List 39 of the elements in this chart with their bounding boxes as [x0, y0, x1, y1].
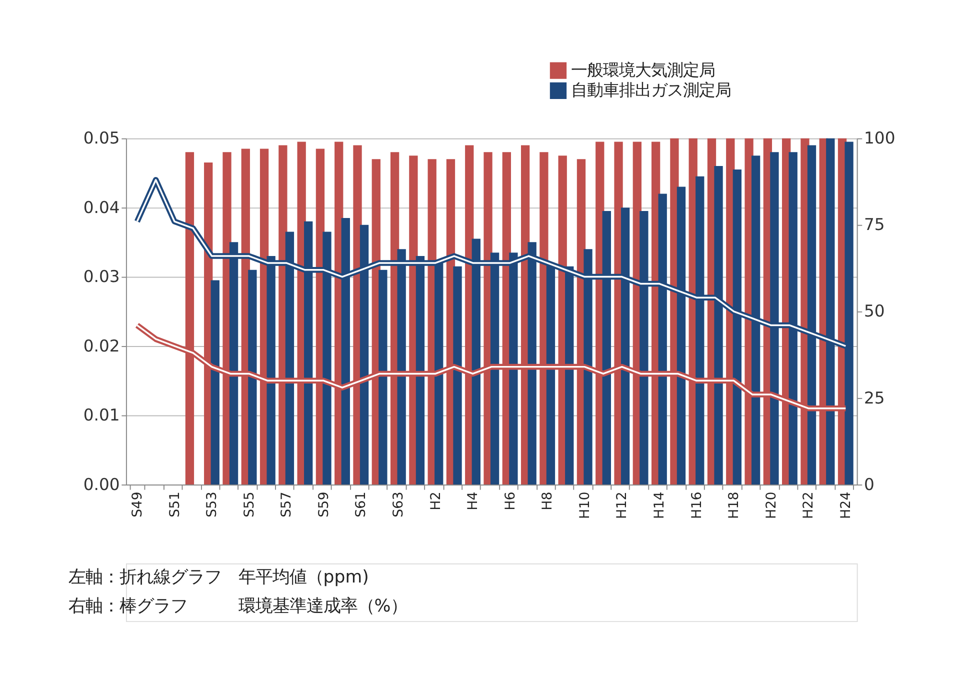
x-tick-label: H8 — [540, 492, 556, 510]
y-tick-label: 0.05 — [83, 128, 120, 148]
x-tick-label: S51 — [168, 492, 183, 518]
x-tick-label: H16 — [690, 492, 705, 519]
bar — [248, 270, 257, 485]
bar — [453, 266, 462, 485]
legend-label: 一般環境大気測定局 — [571, 60, 716, 80]
y-tick-label: 0.03 — [83, 267, 120, 286]
legend-label: 自動車排出ガス測定局 — [571, 80, 732, 100]
x-tick-label: S63 — [392, 492, 407, 518]
text: 左軸：折れ線グラフ 年平均値（ppm) — [68, 568, 369, 588]
x-tick-label: H12 — [615, 492, 630, 519]
x-tick-label: H2 — [428, 492, 444, 510]
y-tick-label: 0.02 — [83, 336, 120, 356]
bar — [210, 280, 220, 485]
x-tick-label: S59 — [316, 492, 332, 518]
x-tick-label: S49 — [130, 492, 146, 518]
x-tick-label: H18 — [727, 492, 742, 519]
x-tick-label: S53 — [205, 492, 220, 518]
x-tick-label: S57 — [280, 492, 295, 518]
x-tick-label: H10 — [578, 492, 593, 519]
x-tick-label: H20 — [764, 492, 780, 519]
x-tick-label: H22 — [802, 492, 817, 519]
y2-tick-label: 100 — [864, 128, 896, 148]
x-tick-label: H14 — [652, 492, 668, 519]
y-tick-label: 0.00 — [83, 474, 120, 494]
x-tick-label: H4 — [466, 492, 482, 510]
y-tick-label: 0.04 — [83, 198, 120, 217]
y2-tick-label: 0 — [864, 474, 874, 494]
x-tick-label: S61 — [354, 492, 370, 518]
x-tick-label: H24 — [838, 492, 854, 519]
y-tick-label: 0.01 — [83, 406, 120, 425]
y2-tick-label: 25 — [864, 388, 885, 408]
x-tick-label: S55 — [242, 492, 258, 518]
y2-tick-label: 50 — [864, 302, 885, 321]
x-tick-label: H6 — [503, 492, 518, 510]
bar — [378, 270, 388, 485]
y2-tick-label: 75 — [864, 215, 885, 234]
text: 右軸：棒グラフ 環境基準達成率（%） — [68, 596, 408, 616]
